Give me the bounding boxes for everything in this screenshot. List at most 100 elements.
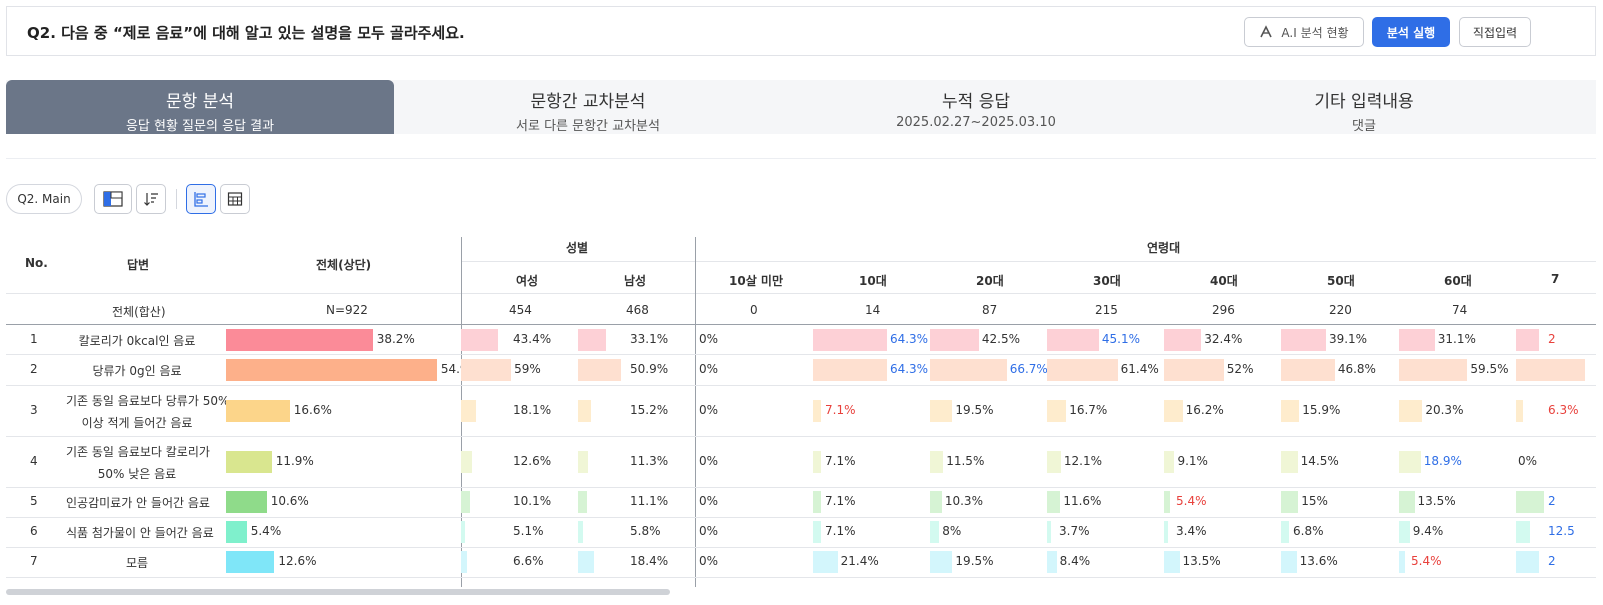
analysis-tabs: 문항 분석 응답 현황 질문의 응답 결과 문항간 교차분석 서로 다른 문항간… <box>6 80 1596 134</box>
gender-value: 59% <box>514 361 541 376</box>
age-value: 15.9% <box>1302 402 1341 417</box>
col-header-male: 남성 <box>624 274 647 288</box>
age-bar <box>813 358 887 381</box>
tab-cross-analysis[interactable]: 문항간 교차분석 서로 다른 문항간 교차분석 <box>394 80 782 134</box>
age-value: 12.5 <box>1548 524 1575 538</box>
age-bar <box>1047 491 1061 513</box>
total-female-n: 454 <box>509 303 532 317</box>
age-value: 3.4% <box>1176 524 1207 538</box>
col-header-no: No. <box>25 256 48 270</box>
age-value: 6.3% <box>1548 402 1579 417</box>
question-title: Q2. 다음 중 “제로 음료”에 대해 알고 있는 설명을 모두 골라주세요. <box>27 24 465 42</box>
age-value: 42.5% <box>981 331 1020 346</box>
tab-cumulative[interactable]: 누적 응답 2025.02.27~2025.03.10 <box>782 80 1170 134</box>
age-bar <box>1516 358 1585 381</box>
tab-subtitle: 댓글 <box>1352 119 1376 134</box>
age-value: 31.1% <box>1437 331 1476 346</box>
results-table: No. 답변 전체(상단) 성별 연령대 여성 남성 10살 미만 10대 20… <box>6 237 1596 587</box>
gender-bar <box>461 551 467 573</box>
tab-other-input[interactable]: 기타 입력내용 댓글 <box>1170 80 1558 134</box>
run-analysis-button[interactable]: 분석 실행 <box>1372 17 1450 47</box>
tab-title: 기타 입력내용 <box>1314 92 1414 112</box>
gender-bar <box>461 491 470 513</box>
col-header-age-10s: 10대 <box>859 274 887 288</box>
question-select-pill[interactable]: Q2. Main <box>6 184 82 214</box>
age-value: 39.1% <box>1328 331 1368 346</box>
gender-value: 18.1% <box>513 402 552 417</box>
age-value: 0% <box>699 402 719 417</box>
total-age-n: 74 <box>1452 303 1468 317</box>
age-bar <box>813 328 887 351</box>
age-value: 0% <box>699 361 719 376</box>
group-header-gender: 성별 <box>566 241 589 255</box>
age-value: 2 <box>1548 331 1556 346</box>
age-bar <box>813 399 822 422</box>
age-value: 13.5% <box>1417 494 1456 508</box>
total-value: 38.2% <box>376 331 415 346</box>
age-value: 20.3% <box>1425 402 1464 417</box>
row-answer: 칼로리가 0kcal인 음료 <box>78 333 196 348</box>
bar-view-button[interactable] <box>186 184 216 214</box>
chart-style-button[interactable] <box>94 184 132 214</box>
section-divider <box>6 158 1596 159</box>
age-bar <box>1281 551 1297 573</box>
age-bar <box>930 521 940 543</box>
total-age-n: 215 <box>1095 303 1118 317</box>
age-value: 16.7% <box>1069 402 1108 417</box>
age-value: 59.5% <box>1470 361 1509 376</box>
gender-value: 50.9% <box>630 361 669 376</box>
age-value: 32.4% <box>1204 331 1243 346</box>
age-value: 6.8% <box>1293 524 1324 538</box>
ai-status-button[interactable]: A.I 분석 현황 <box>1244 17 1364 47</box>
gender-value: 15.2% <box>630 402 669 417</box>
col-header-age-50s: 50대 <box>1327 274 1355 288</box>
row-answer: 식품 첨가물이 안 들어간 음료 <box>66 526 214 540</box>
row-number: 2 <box>30 361 38 376</box>
age-bar <box>1516 328 1539 351</box>
tab-item-analysis[interactable]: 문항 분석 응답 현황 질문의 응답 결과 <box>6 80 394 134</box>
row-divider <box>6 577 1596 578</box>
age-bar <box>1281 399 1300 422</box>
sort-button[interactable] <box>136 184 166 214</box>
table-view-button[interactable] <box>220 184 250 214</box>
table-icon <box>227 192 243 206</box>
age-bar <box>1281 328 1326 351</box>
total-bar <box>226 551 275 573</box>
age-bar <box>1164 551 1180 573</box>
age-value: 0% <box>699 331 719 346</box>
row-divider <box>6 436 1596 437</box>
gender-bar <box>578 491 588 513</box>
age-value: 7.1% <box>825 402 856 417</box>
age-bar <box>1164 358 1224 381</box>
age-bar <box>1047 358 1118 381</box>
age-bar <box>1516 521 1531 543</box>
row-number: 6 <box>30 524 38 538</box>
col-header-age-40s: 40대 <box>1210 274 1238 288</box>
gender-bar <box>461 450 472 473</box>
total-value: 16.6% <box>293 402 332 417</box>
age-bar <box>1516 399 1524 422</box>
total-age-n: 14 <box>865 303 881 317</box>
gender-value: 11.3% <box>630 453 669 468</box>
total-bar <box>226 521 247 543</box>
age-value: 61.4% <box>1120 361 1159 376</box>
row-divider <box>6 487 1596 488</box>
col-header-female: 여성 <box>516 274 539 288</box>
gender-value: 6.6% <box>513 554 544 568</box>
row-answer-line: 기존 동일 음료보다 당류가 50% <box>66 393 230 408</box>
col-header-age-20s: 20대 <box>976 274 1004 288</box>
age-bar <box>1516 551 1539 573</box>
age-value: 9.1% <box>1177 453 1208 468</box>
gender-bar <box>578 399 591 422</box>
age-value: 11.6% <box>1063 494 1102 508</box>
horizontal-scrollbar[interactable] <box>6 589 670 595</box>
direct-input-button[interactable]: 직접입력 <box>1459 17 1531 47</box>
gender-bar <box>461 521 466 543</box>
row-number: 7 <box>30 554 38 568</box>
age-bar <box>930 551 953 573</box>
age-bar <box>1281 521 1289 543</box>
age-value: 11.5% <box>946 453 985 468</box>
age-bar <box>1164 399 1183 422</box>
total-row-n: N=922 <box>326 303 368 317</box>
age-bar <box>1047 551 1057 573</box>
